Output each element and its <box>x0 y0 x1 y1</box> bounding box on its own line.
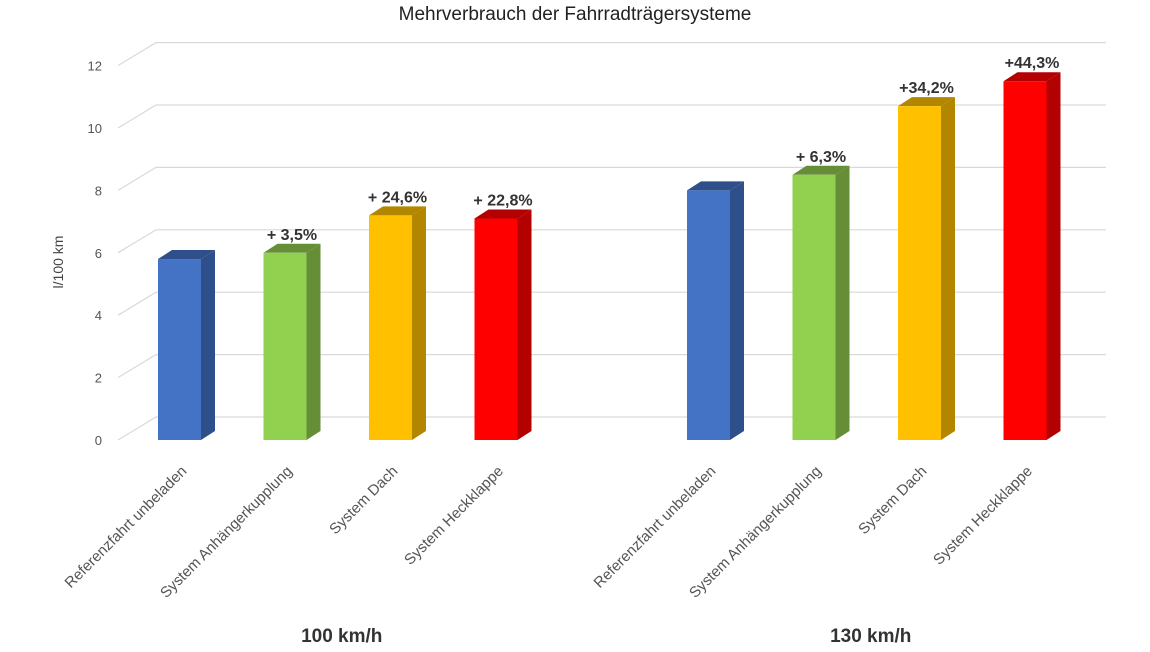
group-label: 100 km/h <box>301 626 382 647</box>
bar-front <box>792 174 836 441</box>
data-label: + 24,6% <box>368 189 427 206</box>
bar-side <box>1046 72 1061 440</box>
gridline <box>117 291 1106 316</box>
gridline <box>117 229 1106 254</box>
bar <box>792 165 850 441</box>
y-axis-label: l/100 km <box>50 236 66 289</box>
data-label: +34,2% <box>899 80 954 97</box>
bar <box>474 209 532 440</box>
gridlines <box>117 41 1106 441</box>
y-tick-label: 6 <box>95 246 102 261</box>
bar-side <box>517 209 532 440</box>
bar-top <box>687 181 744 191</box>
data-label: + 6,3% <box>796 149 846 166</box>
bar-front <box>687 190 730 440</box>
x-tick-label: System Heckklappe <box>930 463 1036 569</box>
bar-side <box>306 243 321 440</box>
bar <box>687 181 744 440</box>
bar <box>1003 72 1061 440</box>
x-tick-label: System Dach <box>855 463 930 538</box>
bar-side <box>835 165 850 441</box>
x-tick-label: Referenzfahrt unbeladen <box>591 463 720 592</box>
y-tick-labels: 0 2 4 6 8 10 12 <box>88 59 102 448</box>
y-tick-label: 12 <box>88 59 102 74</box>
gridline <box>117 416 1106 441</box>
bar-front <box>1003 81 1047 440</box>
bar-top <box>1003 72 1061 82</box>
bar-side <box>941 97 955 440</box>
gridline <box>117 354 1106 379</box>
bar-front <box>474 218 518 440</box>
bar <box>898 97 955 440</box>
y-tick-label: 8 <box>95 183 102 198</box>
x-tick-label: System Dach <box>326 463 401 538</box>
data-label: + 3,5% <box>267 227 317 244</box>
bar-top <box>898 97 955 107</box>
gridline <box>117 166 1106 191</box>
bar-front <box>158 259 201 440</box>
bar-front <box>898 106 941 440</box>
bar <box>369 206 426 440</box>
gridline <box>117 41 1106 67</box>
bar-top <box>369 206 426 216</box>
data-label: +44,3% <box>1005 55 1060 72</box>
bar <box>158 250 215 440</box>
data-label: + 22,8% <box>473 192 532 209</box>
bar-top <box>158 250 215 260</box>
y-tick-label: 4 <box>95 308 102 323</box>
x-tick-label: Referenzfahrt unbeladen <box>62 463 191 592</box>
bar-top <box>792 165 850 175</box>
gridline <box>117 104 1106 129</box>
bar-side <box>412 206 426 440</box>
group-label: 130 km/h <box>830 626 911 647</box>
bar-top <box>474 209 532 219</box>
x-tick-label: System Heckklappe <box>401 463 507 569</box>
chart-title: Mehrverbrauch der Fahrradträgersysteme <box>399 4 752 25</box>
bar-side <box>201 250 215 440</box>
bar-side <box>730 181 744 440</box>
y-tick-label: 0 <box>95 433 102 448</box>
data-labels: + 3,5% + 24,6% + 22,8% + 6,3% +34,2% +44,3% <box>267 55 1059 244</box>
bar <box>263 243 321 440</box>
bars <box>158 72 1061 441</box>
group-labels: 100 km/h 130 km/h <box>301 626 911 647</box>
y-tick-label: 2 <box>95 371 102 386</box>
y-tick-label: 10 <box>88 121 102 136</box>
bar-top <box>263 243 321 253</box>
bar-front <box>369 215 412 440</box>
bar-front <box>263 252 307 440</box>
